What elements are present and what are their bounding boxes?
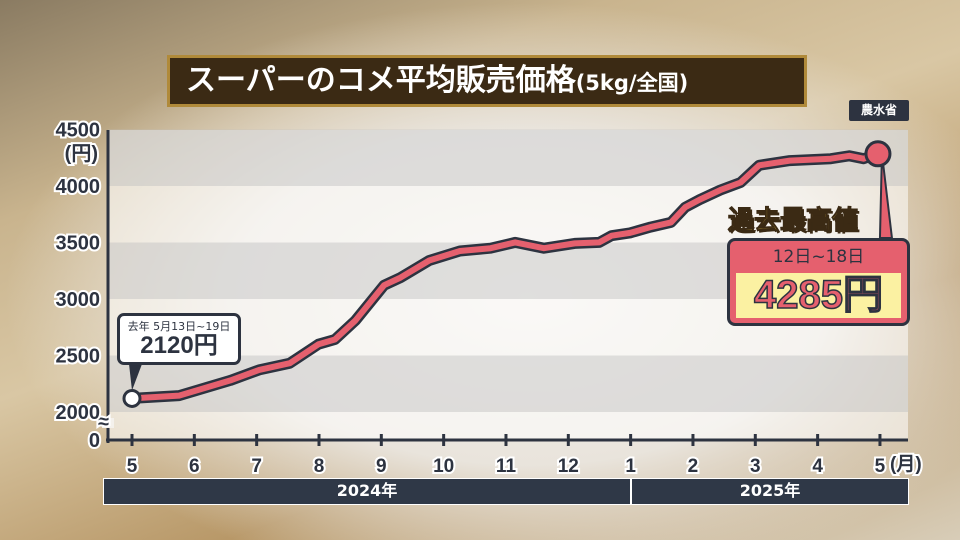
x-tick-label: 11 (496, 456, 517, 477)
x-tick-label: 3 (750, 456, 761, 477)
end-value-label: 4285円 (736, 272, 901, 318)
y-tick-label: 3000 (56, 289, 101, 311)
start-callout-pointer (129, 364, 142, 391)
end-value-callout: 12日~18日 4285円 (727, 238, 910, 326)
record-high-badge: 過去最高値 (727, 206, 859, 237)
y-tick-label: 0 (89, 430, 100, 452)
y-tick-label: 4500 (56, 120, 101, 142)
title-subtitle: (5kg/全国) (575, 71, 689, 95)
start-value-callout: 去年 5月13日~19日 2120円 (117, 313, 241, 365)
start-value-label: 2120円 (140, 332, 218, 359)
chart-title: スーパーのコメ平均販売価格(5kg/全国) (167, 55, 807, 107)
x-tick-label: 1 (625, 456, 636, 477)
x-tick-label: 10 (433, 456, 454, 477)
y-axis-unit: (円) (65, 143, 98, 165)
x-tick-label: 5 (127, 456, 138, 477)
year-label-2024: 2024年 (103, 478, 631, 505)
x-axis-unit: (月) (890, 454, 922, 475)
x-tick-label: 6 (189, 456, 200, 477)
x-tick-label: 12 (558, 456, 579, 477)
y-tick-label: 4000 (56, 176, 101, 198)
y-tick-label: 2500 (56, 346, 101, 368)
x-tick-label: 9 (376, 456, 387, 477)
axis-break-icon: ≈ (98, 411, 109, 433)
start-point-marker (122, 388, 142, 408)
start-date-label: 去年 5月13日~19日 (127, 320, 231, 333)
year-label-2025: 2025年 (631, 478, 909, 505)
end-point-marker (864, 140, 892, 168)
x-tick-label: 8 (314, 456, 325, 477)
title-text: スーパーのコメ平均販売価格 (186, 63, 576, 98)
x-tick-label: 2 (688, 456, 699, 477)
end-date-label: 12日~18日 (772, 247, 865, 267)
x-tick-label: 4 (812, 456, 823, 477)
grid-band (108, 355, 908, 412)
series-line (129, 150, 881, 402)
axis-break (102, 418, 114, 428)
x-tick-label: 7 (251, 456, 262, 477)
source-label: 農水省 (849, 100, 909, 121)
x-tick-label: 5 (875, 456, 886, 477)
y-tick-label: 2000 (56, 402, 101, 424)
y-tick-label: 3500 (56, 233, 101, 255)
